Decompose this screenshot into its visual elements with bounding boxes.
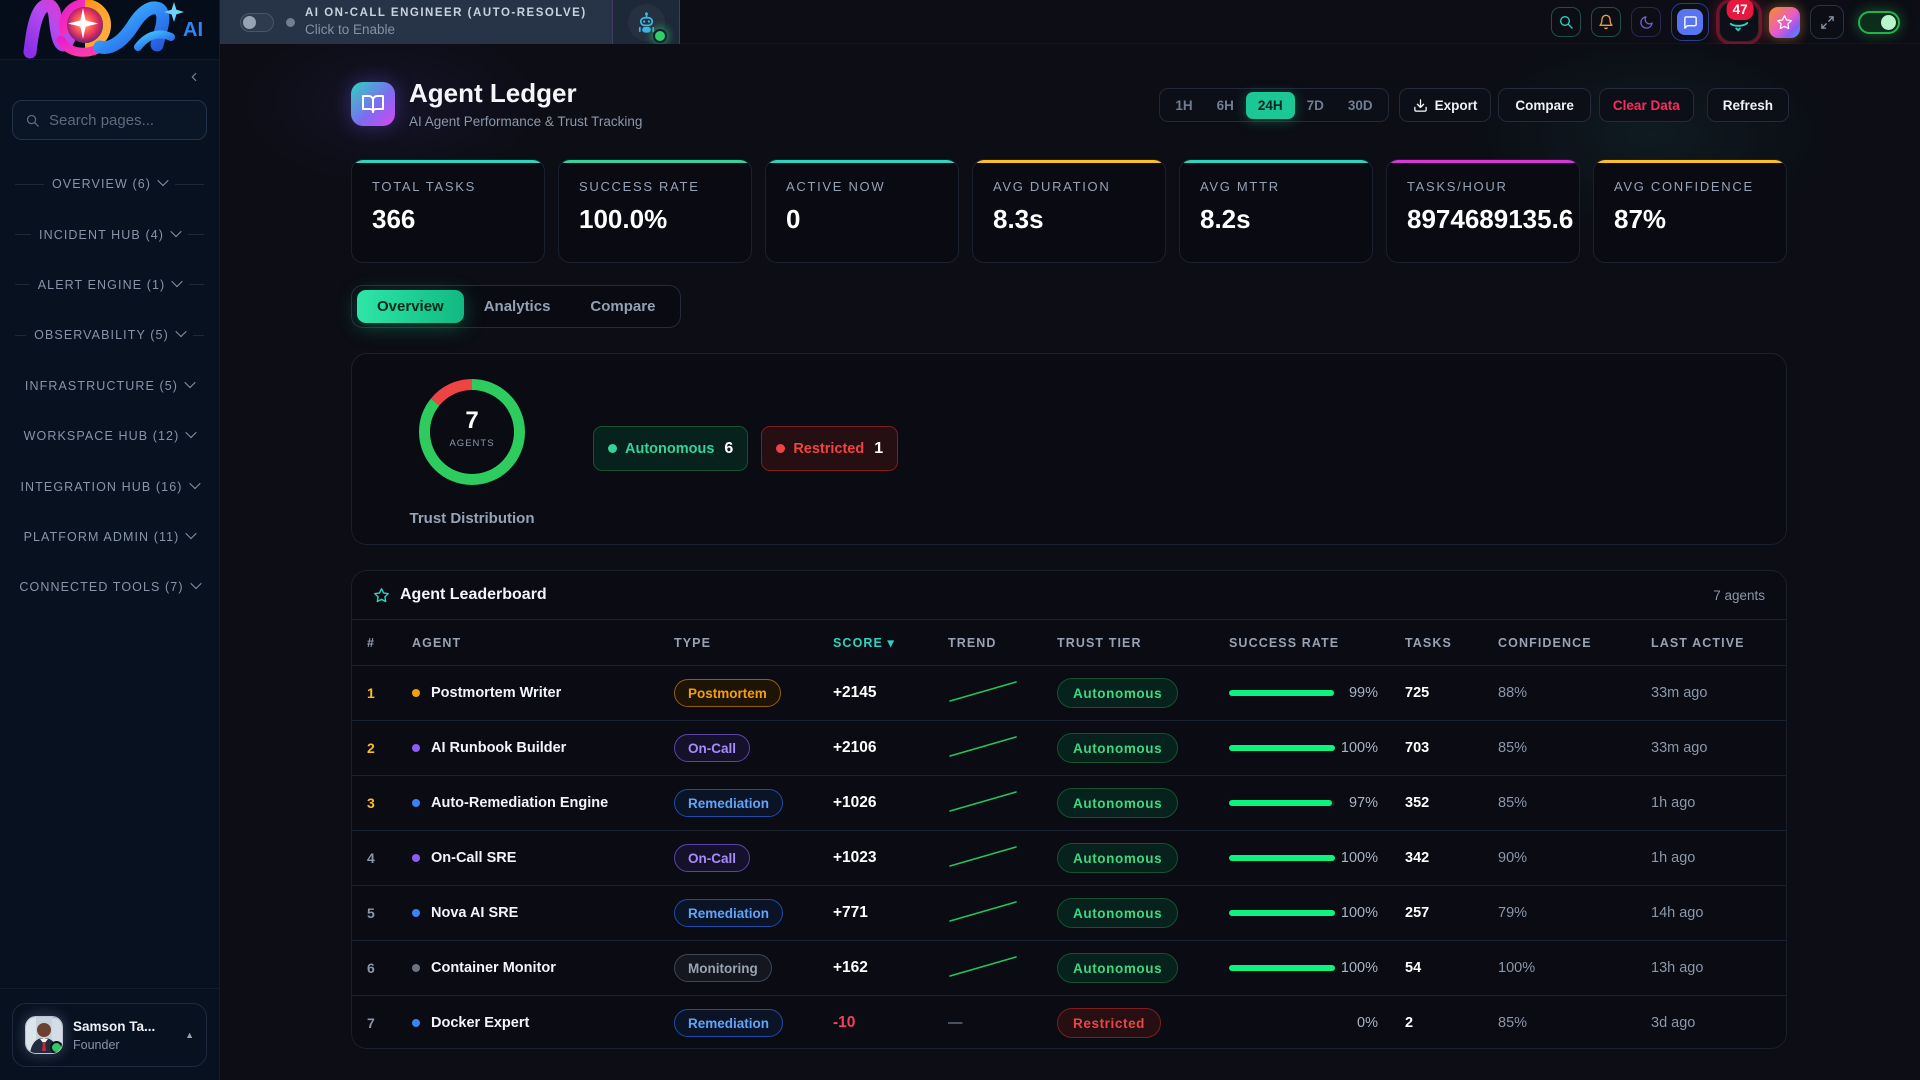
svg-text:AGENTS: AGENTS (449, 438, 494, 449)
svg-text:7: 7 (465, 407, 478, 434)
svg-text:AI: AI (183, 19, 203, 41)
